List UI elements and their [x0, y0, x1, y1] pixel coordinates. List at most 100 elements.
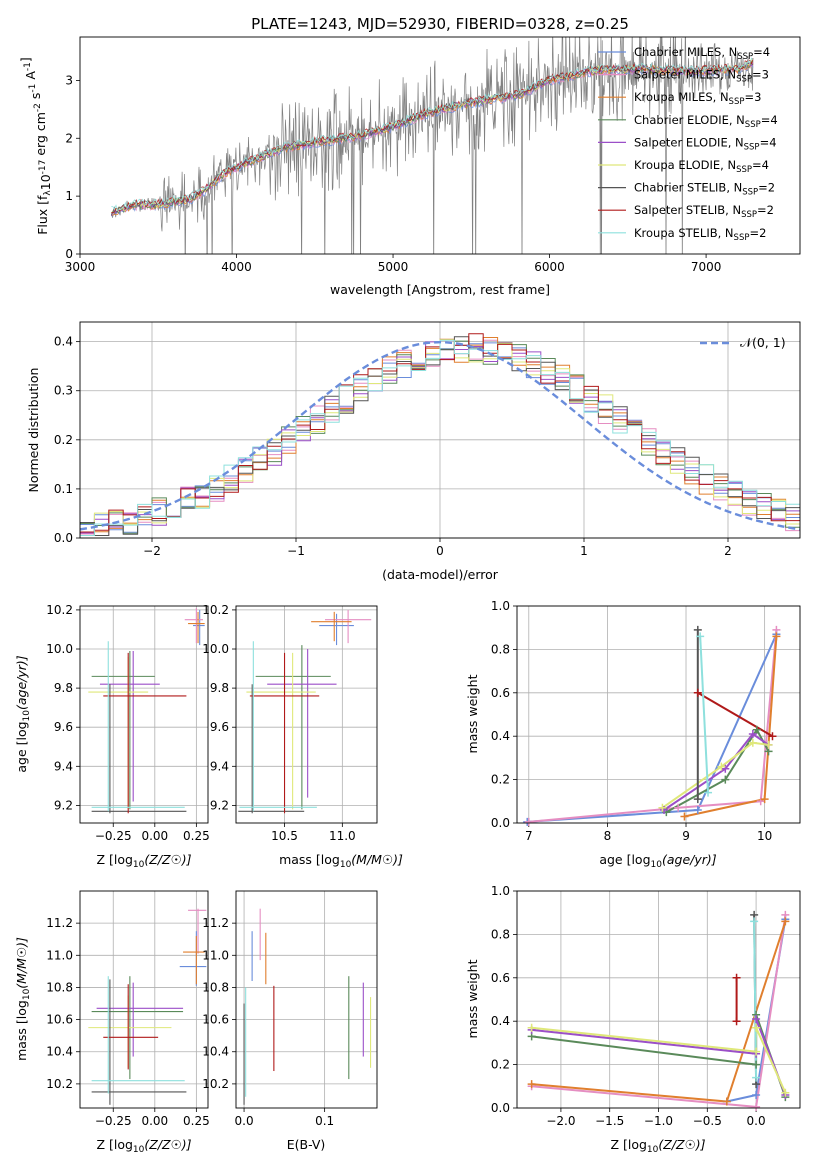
histogram-plot [80, 333, 800, 538]
tick-label-x: 0 [436, 544, 444, 558]
tick-label-y: 0.8 [491, 642, 510, 656]
tick-label-y: 9.8 [54, 681, 73, 695]
tick-label-y: 0.4 [491, 1014, 510, 1028]
tick-label-x: 0.0 [747, 1114, 766, 1128]
tick-label-y: 10.2 [46, 603, 73, 617]
tick-label-y: 9.2 [54, 798, 73, 812]
tick-label-x: −1 [287, 544, 305, 558]
legend-entry: Chabrier ELODIE, NSSP=4 [634, 113, 778, 130]
tick-label-y: 0.2 [54, 433, 73, 447]
weight-marker [748, 738, 757, 747]
tick-label-x: 7000 [691, 260, 722, 274]
tick-label-x: 0.0 [235, 1114, 254, 1128]
age-Z-plot [88, 607, 205, 814]
legend-entry: Salpeter MILES, NSSP=3 [634, 68, 769, 85]
weight-marker [680, 812, 689, 821]
weight-age-axes: 7 8 9 10 0.0 0.2 0.4 0.6 0.8 1.0 [491, 599, 800, 843]
tick-label-y: 10.6 [202, 1013, 229, 1027]
weight-marker [524, 817, 533, 826]
weight-marker [752, 1073, 761, 1082]
tick-label-y: 0 [65, 247, 73, 261]
tick-label-y: 0.0 [491, 816, 510, 830]
mass-ebv-axes: 0.0 0.1 10.2 10.4 10.6 10.8 11.0 11.2 [202, 891, 377, 1128]
spectrum-plot [110, 37, 754, 254]
tick-label-x: 7 [525, 829, 533, 843]
histogram-kroupa-stelib [80, 339, 800, 538]
age-mass-plot [238, 609, 372, 814]
tick-label-y: 10.0 [202, 642, 229, 656]
weight-marker [693, 795, 702, 804]
legend-entry: Chabrier STELIB, NSSP=2 [634, 181, 775, 198]
weight-marker [696, 632, 705, 641]
tick-label-x: 0.25 [183, 829, 210, 843]
tick-label-y: 9.8 [210, 681, 229, 695]
gaussian-legend-label: 𝒩(0, 1) [740, 335, 786, 350]
axes-frame [235, 890, 378, 1109]
gaussian-curve [80, 340, 800, 531]
weight-line-salpeter-elodie [663, 732, 770, 811]
tick-label-x: 8 [604, 829, 612, 843]
weight-marker [732, 1017, 741, 1026]
tick-label-y: 0.6 [491, 971, 510, 985]
tick-label-y: 1 [65, 189, 73, 203]
axes-frame [516, 890, 801, 1109]
mass-ebv-plot [243, 908, 372, 1105]
tick-label-y: 10.4 [46, 1045, 73, 1059]
tick-label-y: 9.6 [210, 720, 229, 734]
spectrum-axes: 3000 4000 5000 6000 7000 0 1 2 3 [65, 73, 722, 274]
observed-spectrum [111, 37, 754, 254]
weight-marker [658, 803, 667, 812]
tick-label-y: 10.4 [202, 1045, 229, 1059]
weight-age-plot [527, 629, 778, 823]
tick-label-y: 10.2 [202, 603, 229, 617]
weight-marker [693, 688, 702, 697]
axes-frame [79, 605, 209, 824]
weight-marker [717, 762, 726, 771]
legend-entry: Kroupa MILES, NSSP=3 [634, 90, 761, 107]
tick-label-y: 0.4 [491, 729, 510, 743]
tick-label-y: 0.4 [54, 335, 73, 349]
tick-label-y: 3 [65, 73, 73, 87]
tick-label-x: 1 [580, 544, 588, 558]
weight-marker [732, 973, 741, 982]
y-axis-label: Normed distribution [26, 368, 41, 493]
tick-label-y: 0.0 [491, 1101, 510, 1115]
weight-marker [721, 775, 730, 784]
figure-title: PLATE=1243, MJD=52930, FIBERID=0328, z=0… [251, 15, 629, 33]
tick-label-y: 10.2 [46, 1077, 73, 1091]
tick-label-x: −1.0 [644, 1114, 673, 1128]
weight-line-chabrier-miles [527, 633, 778, 823]
weight-marker [752, 1090, 761, 1099]
age-mass-axes: 10.5 11.0 9.2 9.4 9.6 9.8 10.0 10.2 [202, 603, 377, 843]
mass-Z-axes: −0.25 0.00 0.25 10.2 10.4 10.6 10.8 11.0 11.2 [46, 891, 210, 1128]
tick-label-x: 11.0 [329, 829, 356, 843]
weight-marker [752, 1023, 761, 1032]
tick-label-y: 10.0 [46, 642, 73, 656]
x-axis-label: Z [log10(Z/Z☉)] [96, 1137, 191, 1155]
weight-marker [527, 1080, 536, 1089]
legend-entry: Salpeter ELODIE, NSSP=4 [634, 135, 777, 152]
weight-marker [752, 1015, 761, 1024]
tick-label-y: 1.0 [491, 599, 510, 613]
tick-label-x: 10 [757, 829, 772, 843]
tick-label-y: 0.0 [54, 531, 73, 545]
tick-label-y: 1.0 [491, 884, 510, 898]
tick-label-y: 10.2 [202, 1077, 229, 1091]
tick-label-y: 11.2 [202, 916, 229, 930]
tick-label-y: 9.2 [210, 798, 229, 812]
tick-label-y: 10.6 [46, 1013, 73, 1027]
weight-Z-axes: −2.0 −1.5 −1.0 −0.5 0.0 0.0 0.2 0.4 0.6 0.8 1.0 [491, 884, 800, 1128]
tick-label-y: 9.6 [54, 720, 73, 734]
tick-label-y: 9.4 [54, 759, 73, 773]
x-axis-label: E(B-V) [287, 1137, 326, 1152]
weight-marker [704, 788, 713, 797]
weight-marker [772, 632, 781, 641]
y-axis-label: Flux [fλ10-17 erg cm-2 s-1 A-1] [18, 57, 53, 235]
legend-entry: Kroupa ELODIE, NSSP=4 [634, 158, 769, 175]
x-axis-label: age [log10(age/yr)] [599, 852, 716, 870]
tick-label-y: 0.1 [54, 482, 73, 496]
tick-label-y: 10.8 [202, 980, 229, 994]
tick-label-x: −0.25 [95, 829, 132, 843]
tick-label-x: 0.00 [141, 829, 168, 843]
